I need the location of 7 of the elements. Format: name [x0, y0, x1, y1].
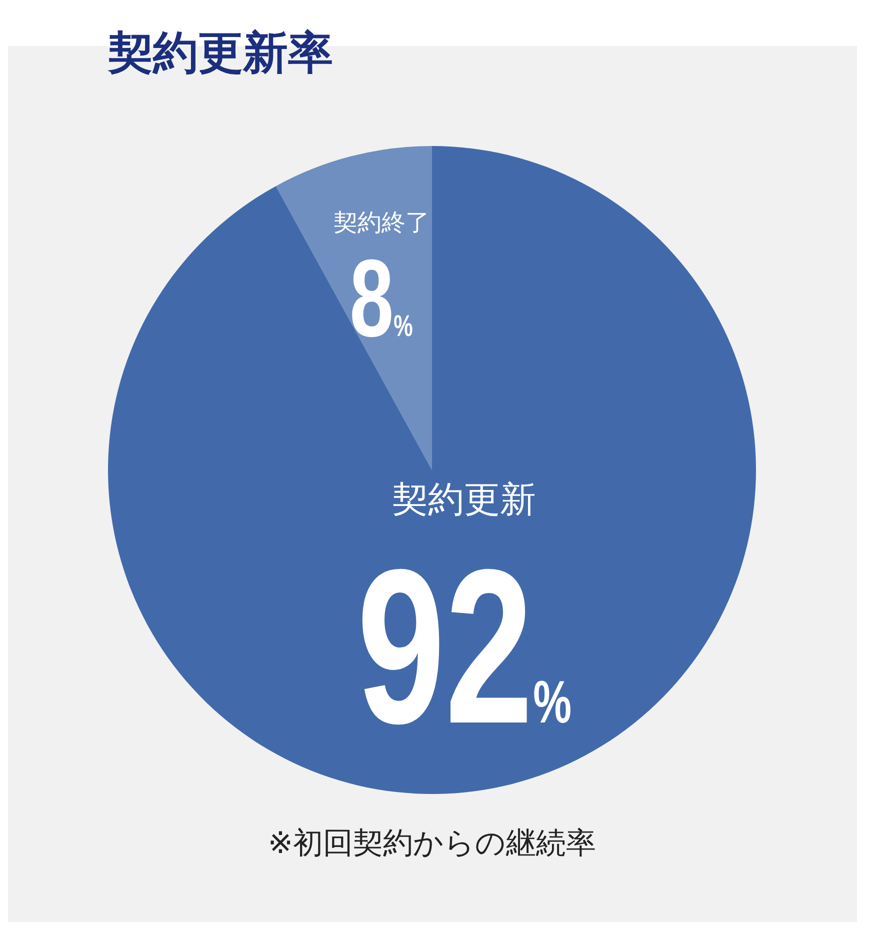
pie-slice: [108, 146, 756, 794]
text: ※初回契約からの継続率: [268, 827, 596, 860]
chart-title: 契約更新率: [107, 27, 333, 78]
slice-label: 契約更新: [392, 478, 536, 520]
slice-label: 契約終了: [333, 209, 430, 236]
data-label: 92%: [356, 522, 572, 770]
data-label: 8%: [350, 237, 413, 360]
